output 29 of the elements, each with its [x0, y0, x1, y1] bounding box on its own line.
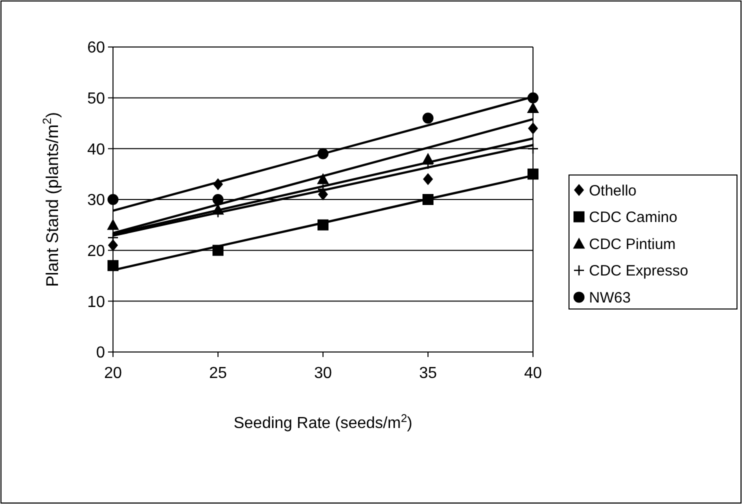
point: [527, 102, 539, 113]
x-tick-label: 40: [524, 365, 542, 382]
y-tick-label: 30: [87, 192, 106, 210]
y-tick-label: 0: [96, 344, 106, 362]
x-tick-label: 35: [419, 365, 437, 382]
point: [107, 218, 119, 230]
y-tick-label: 40: [87, 141, 106, 158]
x-tick-label: 25: [209, 365, 227, 382]
x-tick-label: 30: [314, 365, 332, 382]
point: [108, 239, 118, 252]
y-tick-label: 10: [87, 294, 106, 311]
legend-label: CDC Pintium: [589, 236, 676, 253]
point: [108, 260, 118, 272]
y-tick-label: 50: [87, 90, 106, 108]
point: [212, 194, 224, 205]
point: [422, 112, 434, 124]
point: [528, 168, 538, 180]
legend-label: CDC Expresso: [589, 262, 688, 280]
point: [528, 122, 538, 134]
legend-label: CDC Camino: [589, 209, 678, 226]
legend-label: Othello: [589, 182, 637, 200]
legend-label: NW63: [589, 289, 631, 306]
point: [108, 194, 118, 205]
point: [527, 143, 539, 154]
y-tick-label: 20: [87, 242, 106, 260]
x-tick-label: 20: [104, 365, 122, 382]
point: [423, 173, 433, 186]
y-tick-label: 60: [87, 40, 106, 57]
x-axis-title: Seeding Rate (seeds/m$^{2}$): [234, 413, 412, 432]
